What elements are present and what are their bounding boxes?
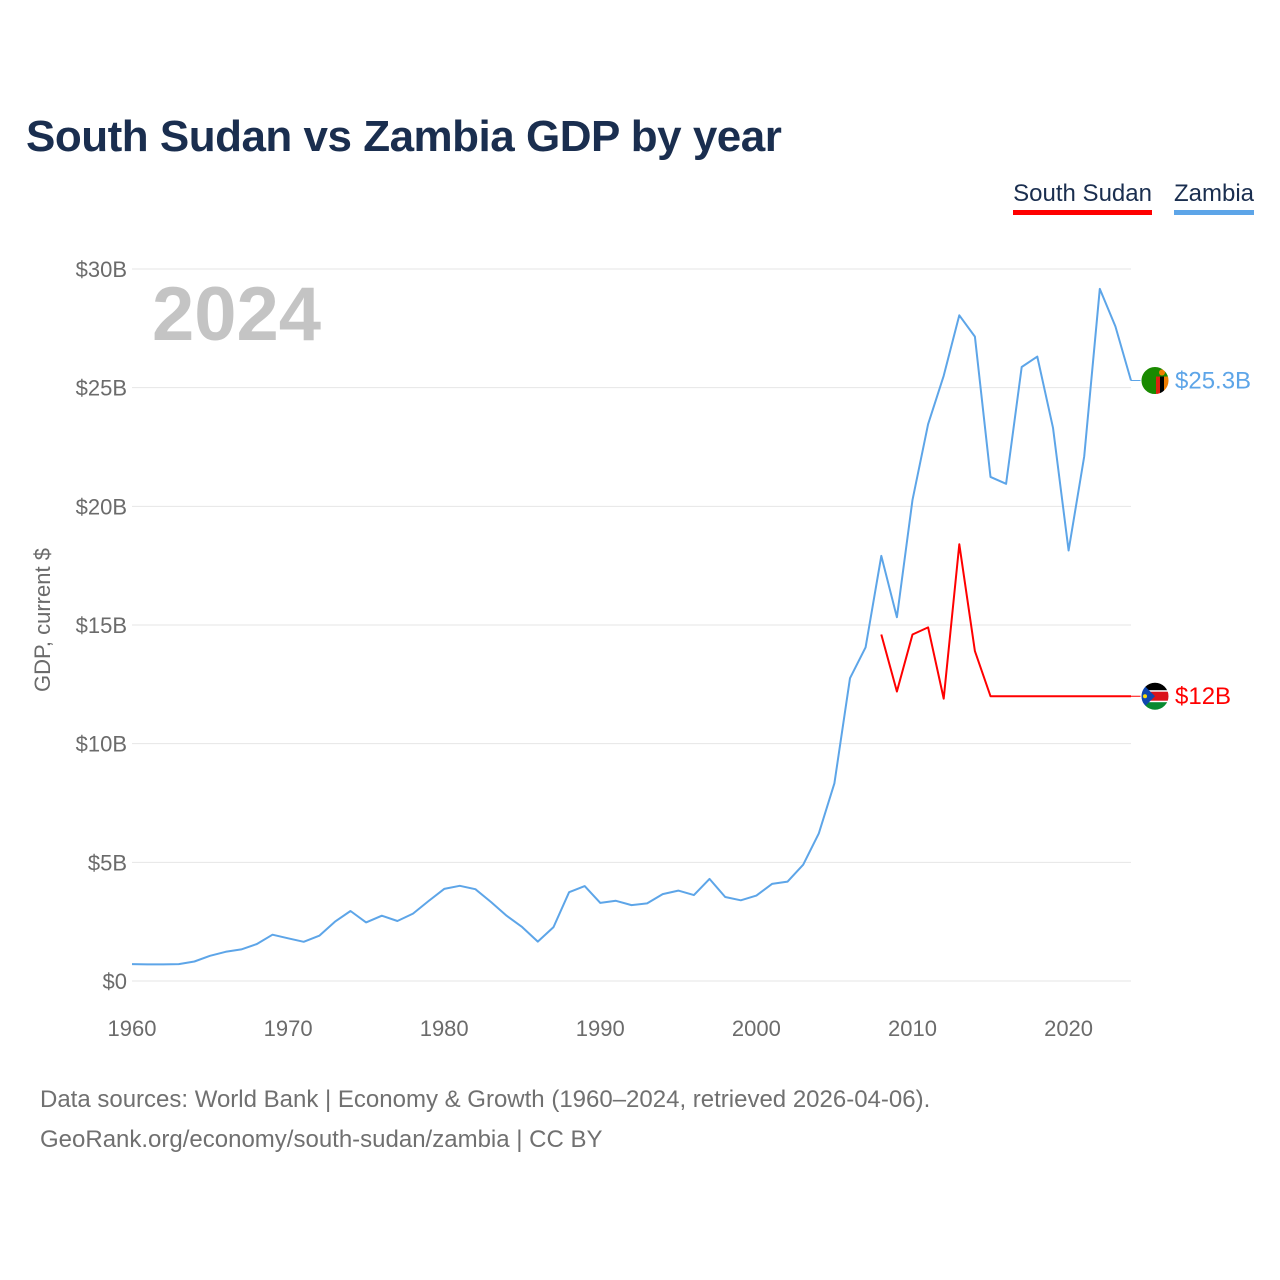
south-sudan-flag-icon [1140, 681, 1170, 711]
x-axis-ticks: 1960 1970 1980 1990 2000 2010 2020 [108, 1016, 1094, 1041]
y-tick-label: $25B [76, 376, 127, 401]
x-tick-label: 2010 [888, 1016, 937, 1041]
x-tick-label: 1990 [576, 1016, 625, 1041]
chart-legend: South Sudan Zambia [1013, 180, 1254, 215]
x-tick-label: 2020 [1044, 1016, 1093, 1041]
footer: Data sources: World Bank | Economy & Gro… [40, 1080, 930, 1160]
chart-title: South Sudan vs Zambia GDP by year [26, 112, 782, 161]
y-tick-label: $20B [76, 494, 127, 519]
y-tick-label: $0 [103, 969, 127, 994]
x-tick-label: 1970 [264, 1016, 313, 1041]
series-lines [131, 287, 1132, 966]
grid-lines [132, 268, 1131, 982]
footer-credit: GeoRank.org/economy/south-sudan/zambia |… [40, 1126, 603, 1153]
legend-item-zambia[interactable]: Zambia [1173, 180, 1254, 215]
zambia-flag-icon [1140, 366, 1170, 396]
footer-sources: Data sources: World Bank | Economy & Gro… [40, 1086, 931, 1113]
legend-item-south-sudan[interactable]: South Sudan [1013, 180, 1152, 215]
end-label-zambia: $25.3B [1175, 368, 1251, 395]
series-line-south-sudan[interactable] [880, 543, 1131, 700]
y-tick-label: $15B [76, 613, 127, 638]
year-watermark: 2024 [152, 272, 321, 357]
y-axis-ticks: $0 $5B $10B $15B $20B $25B $30B [76, 257, 127, 994]
series-line-zambia[interactable] [131, 287, 1132, 966]
x-tick-label: 2000 [732, 1016, 781, 1041]
y-tick-label: $5B [88, 850, 127, 875]
y-axis-title: GDP, current $ [30, 548, 55, 692]
y-tick-label: $30B [76, 257, 127, 282]
end-label-south-sudan: $12B [1175, 683, 1231, 710]
y-tick-label: $10B [76, 732, 127, 757]
series-end-markers: $25.3B $12B [1131, 366, 1251, 711]
x-tick-label: 1960 [108, 1016, 157, 1041]
x-tick-label: 1980 [420, 1016, 469, 1041]
